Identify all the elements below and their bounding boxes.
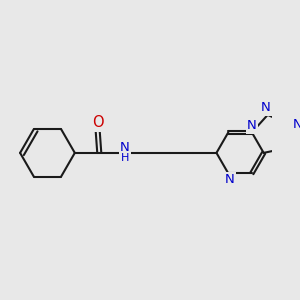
Text: N: N bbox=[260, 101, 270, 115]
Text: N: N bbox=[292, 118, 300, 131]
Text: N: N bbox=[120, 141, 130, 154]
Text: N: N bbox=[225, 173, 235, 186]
Text: H: H bbox=[121, 153, 129, 163]
Text: O: O bbox=[92, 115, 103, 130]
Text: N: N bbox=[247, 119, 257, 132]
